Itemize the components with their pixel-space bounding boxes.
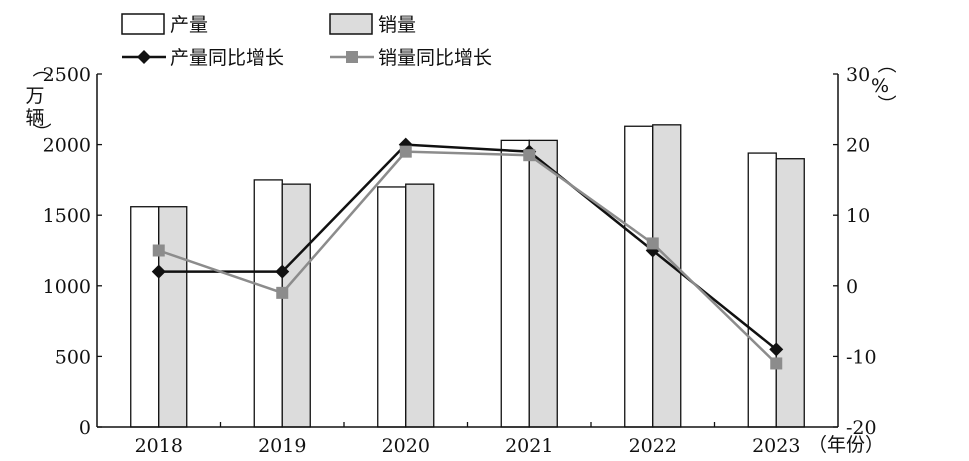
bars [130,124,805,428]
bar-production-2018 [130,206,160,428]
point-sales-growth-2021 [523,149,536,162]
left-tick-label: 2500 [43,64,91,86]
left-tick-label: 1000 [43,276,91,298]
right-axis-unit-close-paren: ） [875,94,897,113]
point-sales-growth-2019 [276,286,289,299]
left-axis-unit-label-1: 万 [25,85,44,107]
left-tick-label: 500 [55,346,91,368]
bar-production-2022 [624,125,654,428]
legend-label-production-growth: 产量同比增长 [170,47,284,69]
line-production-growth [158,143,778,351]
x-tick-label: 2020 [382,435,430,457]
left-axis-unit-close-paren: ） [30,122,52,141]
legend-marker-production-growth [137,50,151,64]
right-axis-unit: （ % ） [871,54,897,113]
left-axis-unit-label-2: 辆 [25,107,44,129]
x-tick-label: 2018 [135,435,183,457]
legend-label-production: 产量 [170,14,208,36]
bar-sales-2021 [528,139,558,428]
left-tick-label: 2000 [43,135,91,157]
point-sales-growth-2023 [770,357,783,370]
x-tick-label: 2019 [258,435,306,457]
bar-production-2023 [747,152,777,428]
x-tick-label: 2022 [629,435,677,457]
left-tick-label: 0 [79,417,91,439]
point-sales-growth-2022 [646,237,659,250]
point-sales-growth-2020 [399,145,412,158]
bar-production-2019 [253,179,283,428]
x-tick-label: 2021 [505,435,553,457]
bar-production-2020 [377,186,407,428]
legend-label-sales: 销量 [378,14,416,36]
line-sales-growth [158,150,778,365]
right-tick-label: 10 [846,205,870,227]
x-axis-unit: （年份） [808,434,884,456]
right-tick-label: -10 [846,346,877,368]
legend-label-sales-growth: 销量同比增长 [378,47,492,69]
legend: 产量 销量 产量同比增长 销量同比增长 [121,13,492,69]
bar-sales-2020 [405,183,435,428]
x-tick-label: 2023 [752,435,800,457]
point-production-growth-2018 [151,264,166,279]
right-tick-label: -20 [846,417,877,439]
legend-swatch-production [121,13,165,35]
right-tick-label: 0 [846,276,858,298]
tick-labels: 0 500 1000 1500 2000 2500 -20 -10 0 10 20 30 2018 201… [43,64,877,457]
bar-sales-2022 [652,124,682,428]
bar-production-2021 [500,139,530,428]
point-production-growth-2019 [275,264,290,279]
legend-marker-sales-growth [346,51,358,63]
bar-sales-2018 [158,206,188,428]
bar-sales-2019 [281,183,311,428]
legend-swatch-sales [329,13,373,35]
series-lines [151,137,784,370]
right-axis-unit-label: % [871,75,889,97]
point-production-growth-2023 [769,342,784,357]
axes [96,73,839,428]
left-tick-label: 1500 [43,205,91,227]
right-tick-label: 30 [846,64,870,86]
left-axis-unit-open-paren: （ [30,58,52,77]
left-axis-unit: （ 万 辆 ） [25,58,52,141]
right-tick-label: 20 [846,135,870,157]
point-sales-growth-2018 [152,244,165,257]
bar-sales-2023 [775,158,805,428]
right-axis-unit-open-paren: （ [875,54,897,73]
